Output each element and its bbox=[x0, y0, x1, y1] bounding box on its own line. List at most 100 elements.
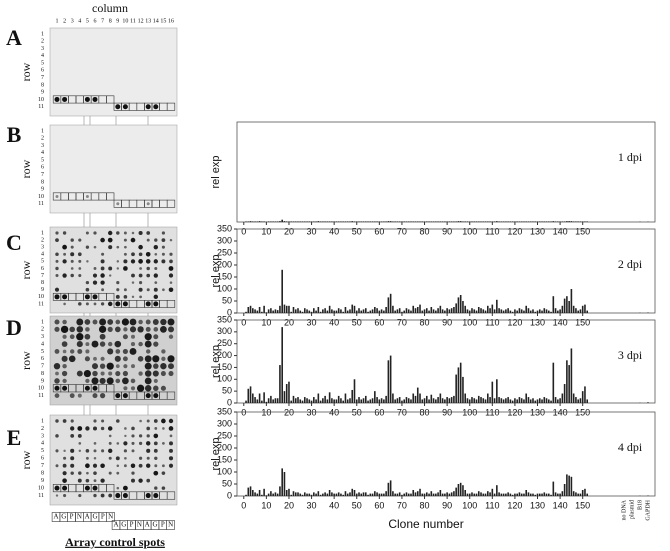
control-spot bbox=[54, 485, 60, 491]
bar bbox=[274, 492, 277, 496]
y-tick-label: 250 bbox=[217, 430, 232, 440]
bar bbox=[294, 398, 297, 403]
control-spot bbox=[153, 493, 159, 499]
bar bbox=[403, 310, 405, 313]
bar bbox=[534, 221, 537, 222]
bar bbox=[511, 221, 514, 222]
control-spot bbox=[54, 96, 60, 102]
bar bbox=[514, 221, 516, 222]
bar bbox=[374, 221, 376, 222]
bar bbox=[362, 492, 365, 496]
spot bbox=[124, 456, 127, 460]
x-tick-label: 80 bbox=[420, 226, 430, 236]
spot bbox=[93, 245, 97, 249]
column-number: 12 bbox=[138, 18, 144, 24]
bar bbox=[477, 307, 480, 313]
bar bbox=[572, 491, 575, 496]
bar bbox=[374, 307, 376, 313]
spot bbox=[161, 231, 165, 235]
control-spot bbox=[115, 493, 121, 499]
bar bbox=[367, 494, 369, 496]
control-spot bbox=[115, 301, 121, 307]
row-number: 5 bbox=[41, 259, 44, 265]
spot bbox=[77, 478, 82, 483]
bar bbox=[421, 310, 424, 313]
spot bbox=[85, 302, 89, 306]
spot bbox=[123, 441, 128, 446]
x-tick-label: 70 bbox=[397, 226, 407, 236]
spot bbox=[70, 238, 74, 242]
spot bbox=[54, 287, 60, 292]
spot bbox=[160, 371, 166, 377]
spot bbox=[107, 301, 113, 307]
spot bbox=[93, 267, 97, 270]
bar bbox=[572, 305, 575, 313]
bar bbox=[394, 493, 396, 496]
bar bbox=[527, 308, 530, 313]
y-axis-label: rel exp bbox=[210, 254, 222, 287]
bar bbox=[403, 399, 405, 403]
bar bbox=[394, 221, 396, 222]
bar bbox=[401, 221, 403, 222]
spot bbox=[70, 245, 74, 249]
control-spot bbox=[62, 96, 68, 102]
bar bbox=[432, 221, 435, 222]
spot bbox=[116, 231, 120, 235]
bar bbox=[511, 494, 514, 496]
bar bbox=[317, 491, 320, 496]
bar bbox=[441, 493, 444, 496]
bar bbox=[493, 398, 496, 403]
bar bbox=[493, 221, 496, 222]
bar bbox=[536, 310, 539, 313]
spot bbox=[130, 342, 136, 347]
spot bbox=[116, 260, 120, 263]
bar bbox=[281, 269, 283, 313]
row-number: 11 bbox=[38, 104, 44, 110]
bar bbox=[294, 221, 297, 222]
control-letter: G bbox=[121, 521, 126, 529]
bar bbox=[446, 397, 448, 403]
bar bbox=[369, 221, 372, 222]
bar bbox=[566, 296, 568, 313]
bar bbox=[550, 311, 552, 313]
bar bbox=[367, 400, 369, 403]
spot bbox=[101, 288, 105, 292]
control-caption: Array control spots bbox=[65, 535, 165, 549]
spot bbox=[152, 319, 159, 325]
spot bbox=[161, 486, 166, 490]
control-box bbox=[106, 192, 115, 201]
bar bbox=[421, 493, 424, 496]
spot bbox=[69, 334, 75, 340]
bar bbox=[559, 221, 561, 222]
row-number: 6 bbox=[41, 356, 44, 362]
bar bbox=[496, 379, 498, 403]
bar bbox=[358, 397, 360, 403]
bar bbox=[432, 398, 435, 403]
bar bbox=[252, 490, 254, 496]
control-letter-box bbox=[166, 520, 175, 530]
bar bbox=[538, 398, 541, 403]
spot bbox=[70, 448, 75, 453]
bar bbox=[450, 492, 453, 496]
control-letter: P bbox=[101, 513, 105, 521]
spot bbox=[108, 371, 113, 376]
bar bbox=[285, 490, 288, 496]
bar bbox=[423, 493, 426, 496]
bar bbox=[419, 221, 421, 222]
spot bbox=[131, 334, 135, 339]
bar bbox=[570, 476, 573, 496]
bar bbox=[313, 492, 315, 496]
bar bbox=[301, 494, 304, 496]
bar bbox=[538, 493, 541, 496]
spot bbox=[131, 295, 135, 299]
bar bbox=[265, 401, 268, 403]
bar bbox=[568, 301, 570, 313]
plot-frame bbox=[236, 228, 656, 314]
spot bbox=[162, 427, 165, 430]
spot bbox=[146, 478, 151, 483]
spot bbox=[78, 442, 82, 445]
spot bbox=[69, 393, 75, 399]
spot bbox=[161, 238, 166, 242]
spot bbox=[93, 302, 97, 306]
y-tick-label: 250 bbox=[217, 247, 232, 257]
